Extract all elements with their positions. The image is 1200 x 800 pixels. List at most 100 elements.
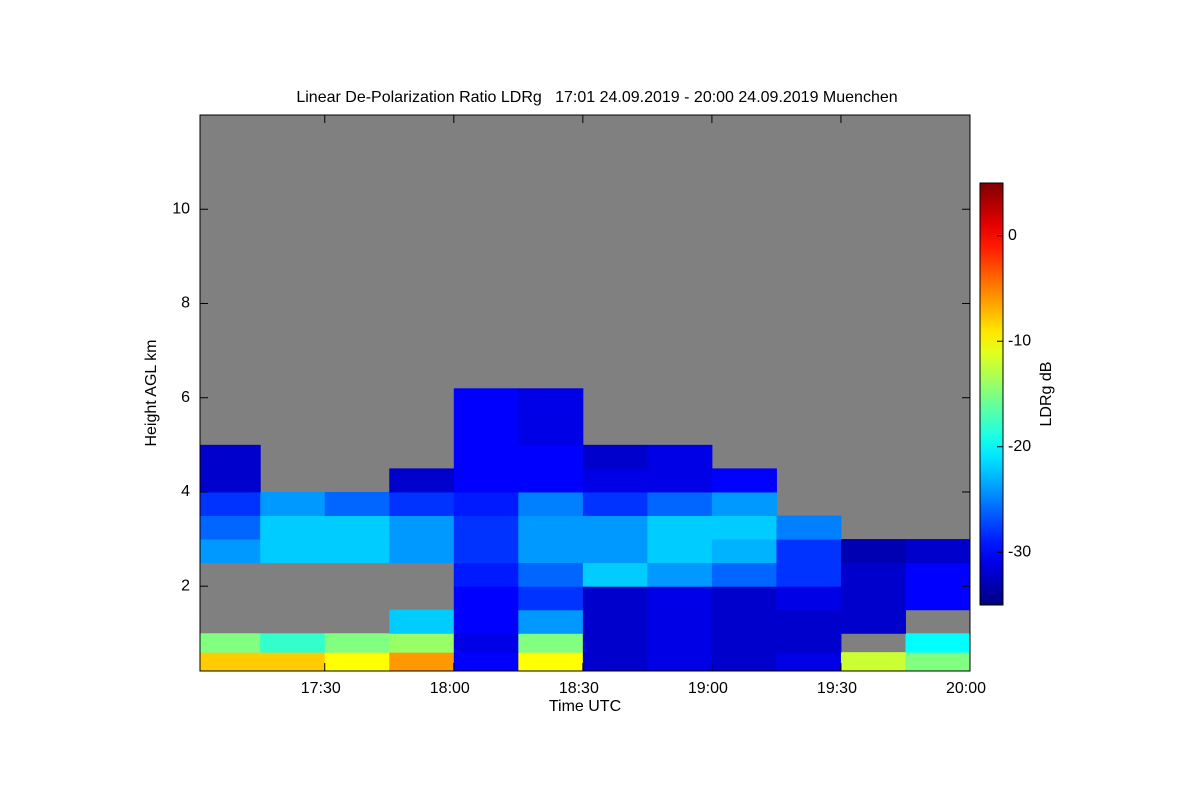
heatmap-cell: [711, 609, 777, 634]
heatmap-cell: [776, 586, 842, 611]
colorbar-tick-label: -30: [1008, 543, 1031, 560]
heatmap-cell: [518, 539, 584, 564]
heatmap-cell: [647, 633, 713, 653]
x-axis-label: Time UTC: [549, 698, 621, 715]
heatmap-cell: [711, 491, 777, 517]
heatmap-cell: [389, 491, 455, 517]
heatmap-cell: [389, 633, 455, 653]
heatmap-cell: [453, 539, 519, 564]
heatmap-cell: [389, 652, 455, 672]
heatmap-cell: [582, 586, 648, 611]
x-tick-label: 17:30: [301, 680, 341, 697]
heatmap-cell: [453, 515, 519, 540]
heatmap-cell: [453, 468, 519, 493]
heatmap-cell: [518, 586, 584, 611]
heatmap-cell: [260, 633, 326, 653]
heatmap-cell: [453, 652, 519, 672]
heatmap-cell: [647, 586, 713, 611]
heatmap-cell: [453, 633, 519, 653]
heatmap-cell: [260, 491, 326, 517]
heatmap-cell: [711, 586, 777, 611]
heatmap-cell: [776, 652, 842, 672]
heatmap-cell: [518, 388, 584, 422]
heatmap-cell: [518, 652, 584, 672]
colorbar-tick-label: 0: [1008, 227, 1017, 244]
heatmap-cell: [905, 539, 971, 564]
heatmap-cell: [453, 421, 519, 446]
heatmap-cell: [453, 388, 519, 422]
heatmap-cell: [260, 515, 326, 540]
x-tick-label: 18:00: [430, 680, 470, 697]
heatmap-cell: [518, 633, 584, 653]
heatmap-cell: [647, 491, 713, 517]
heatmap-cell: [518, 491, 584, 517]
colorbar-tick-label: -20: [1008, 438, 1031, 455]
heatmap-cell: [711, 633, 777, 653]
heatmap-cell: [324, 652, 390, 672]
heatmap-cell: [905, 586, 971, 611]
heatmap-cell: [647, 652, 713, 672]
heatmap-cell: [260, 652, 326, 672]
y-tick-label: 4: [181, 483, 190, 500]
y-tick-label: 10: [172, 200, 190, 217]
heatmap-cell: [324, 515, 390, 540]
heatmap-cell: [260, 539, 326, 564]
heatmap-cell: [647, 515, 713, 540]
heatmap-cell: [647, 444, 713, 469]
heatmap-cell: [776, 562, 842, 587]
heatmap-cell: [711, 652, 777, 672]
heatmap-cell: [582, 444, 648, 469]
heatmap-cell: [389, 468, 455, 493]
heatmap-cell: [453, 609, 519, 634]
heatmap-cell: [389, 515, 455, 540]
heatmap-cell: [582, 468, 648, 493]
heatmap-cell: [518, 562, 584, 587]
heatmap-cell: [324, 491, 390, 517]
colorbar-tick-label: -10: [1008, 332, 1031, 349]
heatmap-cell: [647, 539, 713, 564]
x-tick-label: 20:00: [946, 680, 986, 697]
y-tick-label: 6: [181, 389, 190, 406]
heatmap-cell: [324, 633, 390, 653]
y-axis-label: Height AGL km: [143, 339, 160, 446]
heatmap-cell: [518, 609, 584, 634]
x-tick-label: 19:30: [817, 680, 857, 697]
heatmap-cell: [453, 586, 519, 611]
heatmap-cell: [518, 515, 584, 540]
heatmap-cell: [840, 562, 906, 587]
heatmap-cell: [840, 609, 906, 634]
heatmap-cell: [453, 444, 519, 469]
heatmap-cell: [582, 609, 648, 634]
plot-frame: [199, 114, 971, 672]
heatmap-cell: [200, 468, 261, 493]
heatmap-cell: [582, 562, 648, 587]
heatmap-cell: [840, 586, 906, 611]
heatmap-cell: [905, 633, 971, 653]
heatmap-cell: [518, 421, 584, 446]
chart-title: Linear De-Polarization Ratio LDRg 17:01 …: [296, 89, 897, 106]
heatmap-cell: [200, 633, 261, 653]
x-tick-label: 18:30: [559, 680, 599, 697]
heatmap-cell: [840, 539, 906, 564]
heatmap-cell: [711, 539, 777, 564]
heatmap-cell: [905, 562, 971, 587]
heatmap-cell: [324, 539, 390, 564]
heatmap-cell: [776, 539, 842, 564]
heatmap-cell: [647, 468, 713, 493]
heatmap-cell: [711, 468, 777, 493]
colorbar-label: LDRg dB: [1038, 362, 1055, 427]
heatmap-cell: [776, 609, 842, 634]
heatmap-cell: [200, 539, 261, 564]
heatmap-cell: [453, 562, 519, 587]
heatmap-cell: [453, 491, 519, 517]
heatmap-cell: [582, 539, 648, 564]
heatmap-cell: [711, 515, 777, 540]
heatmap-cell: [582, 515, 648, 540]
heatmap-cell: [582, 633, 648, 653]
heatmap-cell: [711, 562, 777, 587]
heatmap-cell: [389, 539, 455, 564]
heatmap-cell: [389, 609, 455, 634]
heatmap-cell: [776, 633, 842, 653]
heatmap-cell: [200, 491, 261, 517]
